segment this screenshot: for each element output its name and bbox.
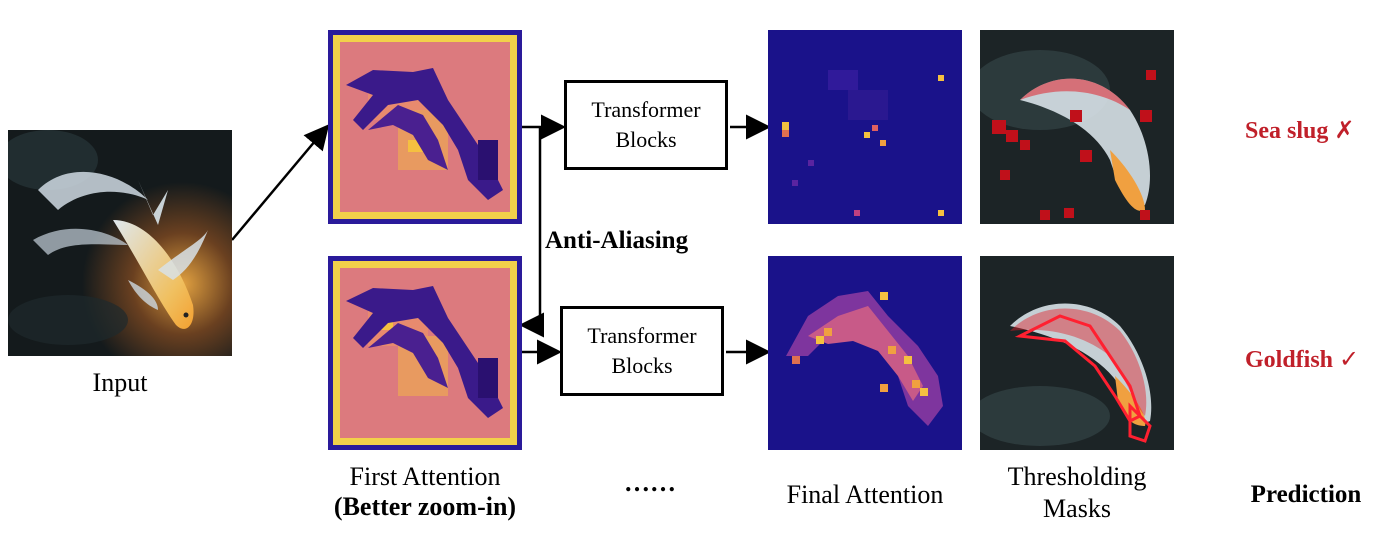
thresholding-label: Thresholding xyxy=(1007,462,1147,491)
thresholding-sublabel: Masks xyxy=(1043,494,1111,523)
transformer-blocks-top: Transformer Blocks xyxy=(564,80,728,170)
input-label: Input xyxy=(92,368,148,397)
arrow-input-to-attention xyxy=(231,124,330,241)
prediction-bottom-text: Goldfish xyxy=(1245,347,1340,373)
threshold-mask-top xyxy=(980,30,1174,224)
prediction-header: Prediction xyxy=(1250,481,1362,508)
first-attention-map-top xyxy=(328,30,522,224)
threshold-mask-bottom xyxy=(980,256,1174,450)
check-icon: ✓ xyxy=(1339,345,1360,373)
prediction-top: Sea slug ✗ xyxy=(1245,116,1354,145)
arrow-anti-aliasing xyxy=(519,127,544,338)
cross-icon: ✗ xyxy=(1334,116,1355,144)
transformer-top-line2: Blocks xyxy=(615,127,677,152)
prediction-bottom: Goldfish ✓ xyxy=(1245,345,1359,374)
first-attention-map-bottom xyxy=(328,256,522,450)
anti-aliasing-label: Anti-Aliasing xyxy=(545,227,689,254)
input-image xyxy=(8,130,232,356)
final-attention-map-top xyxy=(768,30,962,224)
final-attention-label: Final Attention xyxy=(786,480,944,509)
transformer-top-line1: Transformer xyxy=(591,97,701,122)
prediction-top-text: Sea slug xyxy=(1245,118,1335,144)
transformer-bottom-line1: Transformer xyxy=(587,323,697,348)
transformer-blocks-bottom: Transformer Blocks xyxy=(560,306,724,396)
final-attention-map-bottom xyxy=(768,256,962,450)
transformer-bottom-line2: Blocks xyxy=(611,353,673,378)
ellipsis: …… xyxy=(624,468,676,497)
first-attention-label: First Attention xyxy=(349,462,501,491)
first-attention-sublabel: (Better zoom-in) xyxy=(333,492,517,521)
